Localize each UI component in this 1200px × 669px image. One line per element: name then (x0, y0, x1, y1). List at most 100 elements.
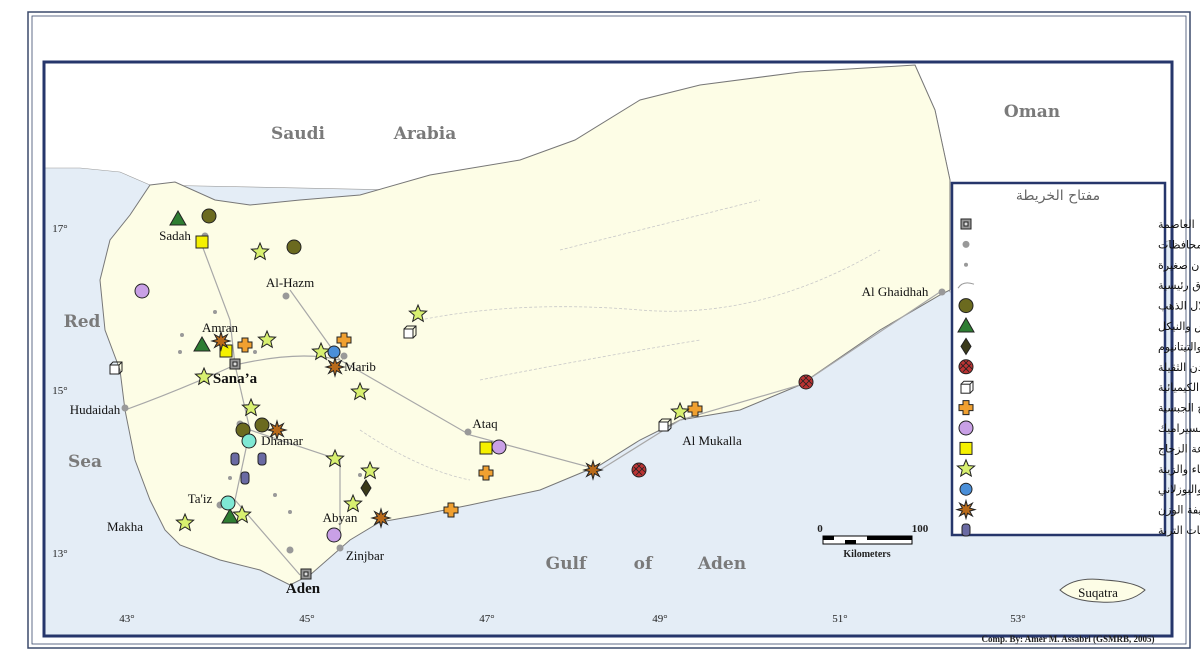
symbol-gypsum (478, 465, 494, 481)
legend-label: استكشاف واستغلال الذهب (1158, 300, 1200, 313)
lon-label: 51° (832, 613, 847, 625)
symbol-part (479, 441, 493, 455)
wadis (359, 199, 881, 481)
symbol-chem (109, 361, 123, 375)
symbol-part (121, 404, 129, 412)
symbol-part (237, 337, 253, 353)
symbol-concrete (324, 356, 346, 378)
place-label: Zinjbar (346, 548, 385, 563)
symbol-concrete (370, 507, 392, 529)
symbol-part (799, 375, 813, 388)
legend-label: استكشاف واستغلال النحاس والنيكل (1158, 320, 1200, 333)
symbol-part (109, 364, 120, 375)
place-label: Ataq (472, 416, 498, 431)
symbol-town (288, 510, 292, 514)
symbol-center (938, 288, 946, 296)
symbol-part (350, 381, 370, 401)
symbol-part (403, 328, 414, 339)
credit: Comp. By: Amer M. Assabri (GSMRB, 2005) (981, 634, 1154, 644)
symbol-chem (658, 418, 672, 432)
symbol-part (960, 380, 974, 394)
lon-label: 43° (119, 613, 134, 625)
symbol-capital (300, 568, 312, 580)
scale-label: 0 (817, 523, 823, 535)
place-label: Sana’a (213, 371, 258, 387)
symbol-stone (232, 504, 252, 524)
legend-label: استكشاف واستغلال الحديد والتيتانيوم (1158, 340, 1200, 353)
symbol-part (178, 350, 182, 354)
scale-seg (867, 536, 912, 540)
symbol-part (195, 235, 209, 249)
symbol-part (180, 333, 184, 337)
legend-label: إنتاج محسنات التربة (1158, 524, 1200, 537)
symbol-gypsum (336, 332, 352, 348)
suqatra-island (1059, 578, 1146, 603)
symbol-part (963, 221, 969, 227)
wadi (359, 199, 881, 481)
symbol-stone (241, 397, 261, 417)
symbol-part (266, 419, 288, 441)
symbol-ceramic (326, 527, 342, 543)
symbol-part (230, 452, 240, 466)
symbol-part (960, 337, 972, 356)
symbol-part (955, 498, 977, 521)
symbol-town (273, 493, 277, 497)
symbol-part (193, 335, 211, 352)
symbol-part (491, 439, 507, 455)
symbol-gypsum (237, 337, 253, 353)
symbol-town (253, 350, 257, 354)
symbol-part (109, 361, 123, 375)
symbol-center (340, 352, 348, 360)
symbol-part (670, 401, 690, 421)
symbol-part (408, 303, 428, 323)
symbol-part (958, 359, 974, 375)
lon-label: 49° (652, 613, 667, 625)
symbol-part (340, 352, 348, 360)
symbol-part (311, 341, 331, 361)
lat-label: 15° (52, 385, 67, 397)
symbol-stone (350, 381, 370, 401)
symbol-soil (961, 523, 971, 537)
place-label: Suqatra (1078, 585, 1118, 600)
symbol-town (228, 476, 232, 480)
region-label: of (634, 554, 654, 574)
symbol-center (282, 292, 290, 300)
symbol-iron (360, 479, 372, 497)
symbol-teal (220, 495, 236, 511)
symbol-capital (229, 358, 241, 370)
symbol-soil (240, 471, 250, 485)
legend-title: مفتاح الخريطة (1016, 188, 1100, 204)
symbol-part (582, 459, 604, 481)
symbol-chem (960, 380, 974, 394)
legend-label: استكشاف واستغلال المعادن الثقيلة (1158, 361, 1200, 374)
legend-label: صناعة الجبس والألواح الجبسية (1158, 401, 1200, 415)
symbol-part (282, 292, 290, 300)
symbol-part (250, 241, 270, 261)
scale-seg (845, 540, 856, 544)
place-label: Dhamar (261, 433, 304, 448)
symbol-center (286, 546, 294, 554)
symbol-gypsum (687, 401, 703, 417)
symbol-part (360, 460, 380, 480)
legend-label: صناعة الزجاج (1158, 442, 1200, 455)
scale-label: 100 (912, 523, 929, 535)
symbol-center (962, 240, 970, 248)
symbol-part (213, 310, 217, 314)
symbol-part (254, 417, 270, 433)
symbol-part (134, 283, 150, 299)
symbol-part (959, 441, 973, 455)
symbol-concrete (582, 459, 604, 481)
symbol-part (962, 240, 970, 248)
symbol-glass (195, 235, 209, 249)
symbol-stone (343, 493, 363, 513)
symbol-part (221, 507, 239, 524)
symbol-part (336, 332, 352, 348)
symbol-stone (360, 460, 380, 480)
symbol-stone (175, 512, 195, 532)
symbol-part (288, 510, 292, 514)
symbol-center (336, 544, 344, 552)
symbol-part (958, 420, 974, 436)
symbol-part (959, 360, 973, 373)
symbol-ceramic (958, 420, 974, 436)
